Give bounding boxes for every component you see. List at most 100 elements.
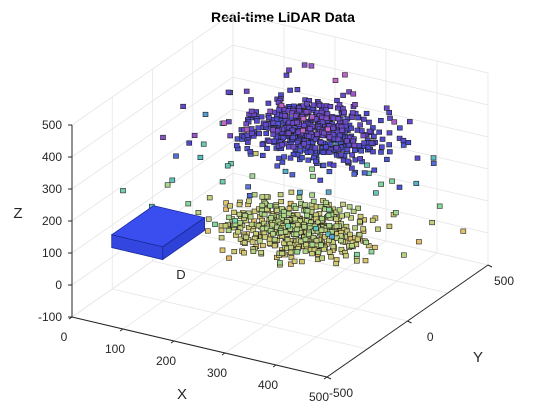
lidar-point (287, 87, 293, 93)
lidar-point (242, 213, 248, 219)
lidar-point (226, 214, 232, 220)
lidar-point (342, 72, 348, 78)
lidar-point (360, 133, 367, 139)
lidar-point (330, 162, 337, 168)
lidar-point (301, 122, 307, 128)
lidar-point (386, 110, 393, 116)
lidar-point (368, 140, 375, 146)
lidar-point (250, 248, 257, 254)
lidar-point (231, 249, 238, 255)
lidar-point (310, 235, 317, 241)
lidar-point (173, 153, 179, 159)
lidar-point (326, 169, 333, 175)
lidar-point (251, 192, 258, 198)
lidar-point (279, 142, 285, 148)
lidar-point (248, 108, 255, 114)
lidar-point (321, 130, 327, 136)
lidar-point (302, 202, 308, 208)
x-axis-label: X (177, 386, 187, 403)
lidar-point (314, 131, 320, 137)
lidar-point (358, 148, 365, 154)
lidar-point (232, 218, 238, 224)
lidar-point (384, 156, 390, 162)
lidar-point (348, 125, 354, 131)
lidar-point (379, 136, 386, 142)
lidar-point (309, 114, 315, 120)
lidar-point (278, 102, 285, 108)
lidar-point (338, 246, 345, 252)
lidar-point (218, 235, 225, 241)
lidar-point (276, 155, 282, 161)
lidar-point (225, 227, 232, 233)
lidar-point (324, 111, 331, 117)
lidar-point (289, 127, 296, 133)
lidar-point (219, 179, 226, 185)
lidar-point (371, 244, 378, 250)
lidar-point (164, 182, 171, 188)
lidar-point (378, 149, 384, 155)
lidar-point (389, 178, 395, 184)
lidar-point (368, 249, 375, 255)
lidar-point (352, 102, 358, 108)
x-tick-label: 300 (207, 366, 227, 380)
lidar-point (297, 189, 303, 195)
vehicle-box (110, 205, 206, 261)
lidar-point (361, 170, 368, 176)
x-tick-mark (272, 364, 277, 368)
lidar-point (326, 223, 333, 229)
y-tick-mark (487, 264, 493, 268)
lidar-point (392, 210, 399, 216)
lidar-point (285, 144, 292, 150)
lidar-point (320, 149, 327, 155)
lidar-point (244, 146, 251, 152)
lidar-point (305, 157, 312, 163)
y-tick-label: 500 (494, 274, 514, 288)
lidar-point (246, 193, 253, 199)
lidar-point (329, 234, 335, 240)
lidar-point (195, 210, 202, 216)
lidar-point (313, 226, 319, 232)
lidar-point (341, 109, 347, 115)
lidar-point (348, 243, 355, 249)
lidar-point (336, 207, 343, 213)
lidar-point (414, 155, 421, 161)
lidar-point (363, 239, 370, 245)
side-wall-grid-line (232, 76, 489, 138)
lidar-point (355, 115, 361, 121)
lidar-point (396, 125, 403, 131)
lidar-point (355, 205, 362, 211)
lidar-point (292, 205, 299, 211)
lidar-point (362, 258, 369, 264)
lidar-point (226, 119, 232, 125)
lidar-point (304, 212, 310, 218)
lidar-point (349, 165, 355, 171)
z-tick-label: 300 (42, 182, 62, 196)
lidar-point (335, 136, 342, 142)
lidar-point (259, 141, 266, 147)
lidar-point (309, 166, 315, 172)
lidar-point (413, 180, 420, 186)
lidar-point (303, 101, 310, 107)
lidar-point (223, 206, 229, 212)
lidar-point (351, 142, 358, 148)
lidar-point (317, 139, 324, 145)
lidar-point (281, 154, 287, 160)
lidar-point (336, 102, 343, 108)
lidar-point (254, 118, 260, 124)
lidar-point (248, 97, 254, 103)
lidar-point (279, 250, 286, 256)
lidar-point (265, 100, 272, 106)
back-wall-grid-line (71, 44, 234, 158)
lidar-point (378, 181, 384, 187)
lidar-point (237, 236, 244, 242)
lidar-point (351, 147, 358, 153)
lidar-point (205, 216, 212, 222)
side-wall-grid-line (232, 44, 489, 106)
lidar-point (343, 138, 350, 144)
lidar-point (366, 128, 373, 134)
lidar-point (333, 145, 340, 151)
lidar-point (342, 119, 349, 125)
lidar-point (206, 195, 213, 201)
lidar-point (430, 160, 437, 166)
